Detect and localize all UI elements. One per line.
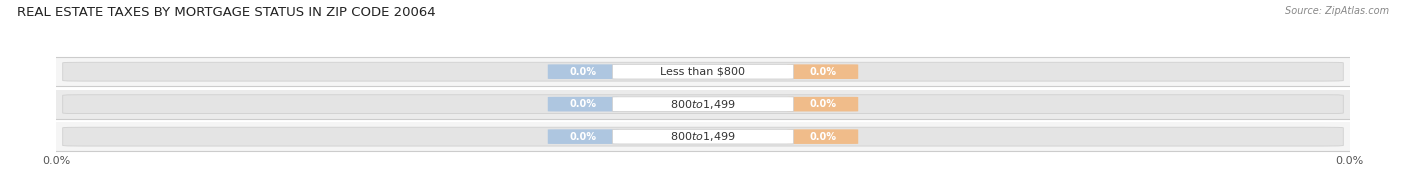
Text: Source: ZipAtlas.com: Source: ZipAtlas.com: [1285, 6, 1389, 16]
Text: REAL ESTATE TAXES BY MORTGAGE STATUS IN ZIP CODE 20064: REAL ESTATE TAXES BY MORTGAGE STATUS IN …: [17, 6, 436, 19]
Text: 0.0%: 0.0%: [808, 99, 837, 109]
FancyBboxPatch shape: [613, 129, 793, 144]
Text: 0.0%: 0.0%: [569, 132, 598, 142]
Text: $800 to $1,499: $800 to $1,499: [671, 98, 735, 111]
Bar: [56, 57, 1350, 86]
FancyBboxPatch shape: [548, 97, 619, 112]
FancyBboxPatch shape: [63, 95, 1343, 113]
FancyBboxPatch shape: [613, 97, 793, 112]
FancyBboxPatch shape: [613, 64, 793, 79]
FancyBboxPatch shape: [787, 97, 858, 112]
FancyBboxPatch shape: [63, 62, 1343, 81]
FancyBboxPatch shape: [63, 127, 1343, 146]
Text: 0.0%: 0.0%: [808, 132, 837, 142]
FancyBboxPatch shape: [548, 64, 619, 79]
Text: 0.0%: 0.0%: [569, 67, 598, 77]
FancyBboxPatch shape: [787, 64, 858, 79]
Text: Less than $800: Less than $800: [661, 67, 745, 77]
Text: 0.0%: 0.0%: [808, 67, 837, 77]
FancyBboxPatch shape: [787, 129, 858, 144]
Bar: [56, 122, 1350, 151]
Bar: [56, 90, 1350, 119]
FancyBboxPatch shape: [548, 129, 619, 144]
Text: $800 to $1,499: $800 to $1,499: [671, 130, 735, 143]
Text: 0.0%: 0.0%: [569, 99, 598, 109]
